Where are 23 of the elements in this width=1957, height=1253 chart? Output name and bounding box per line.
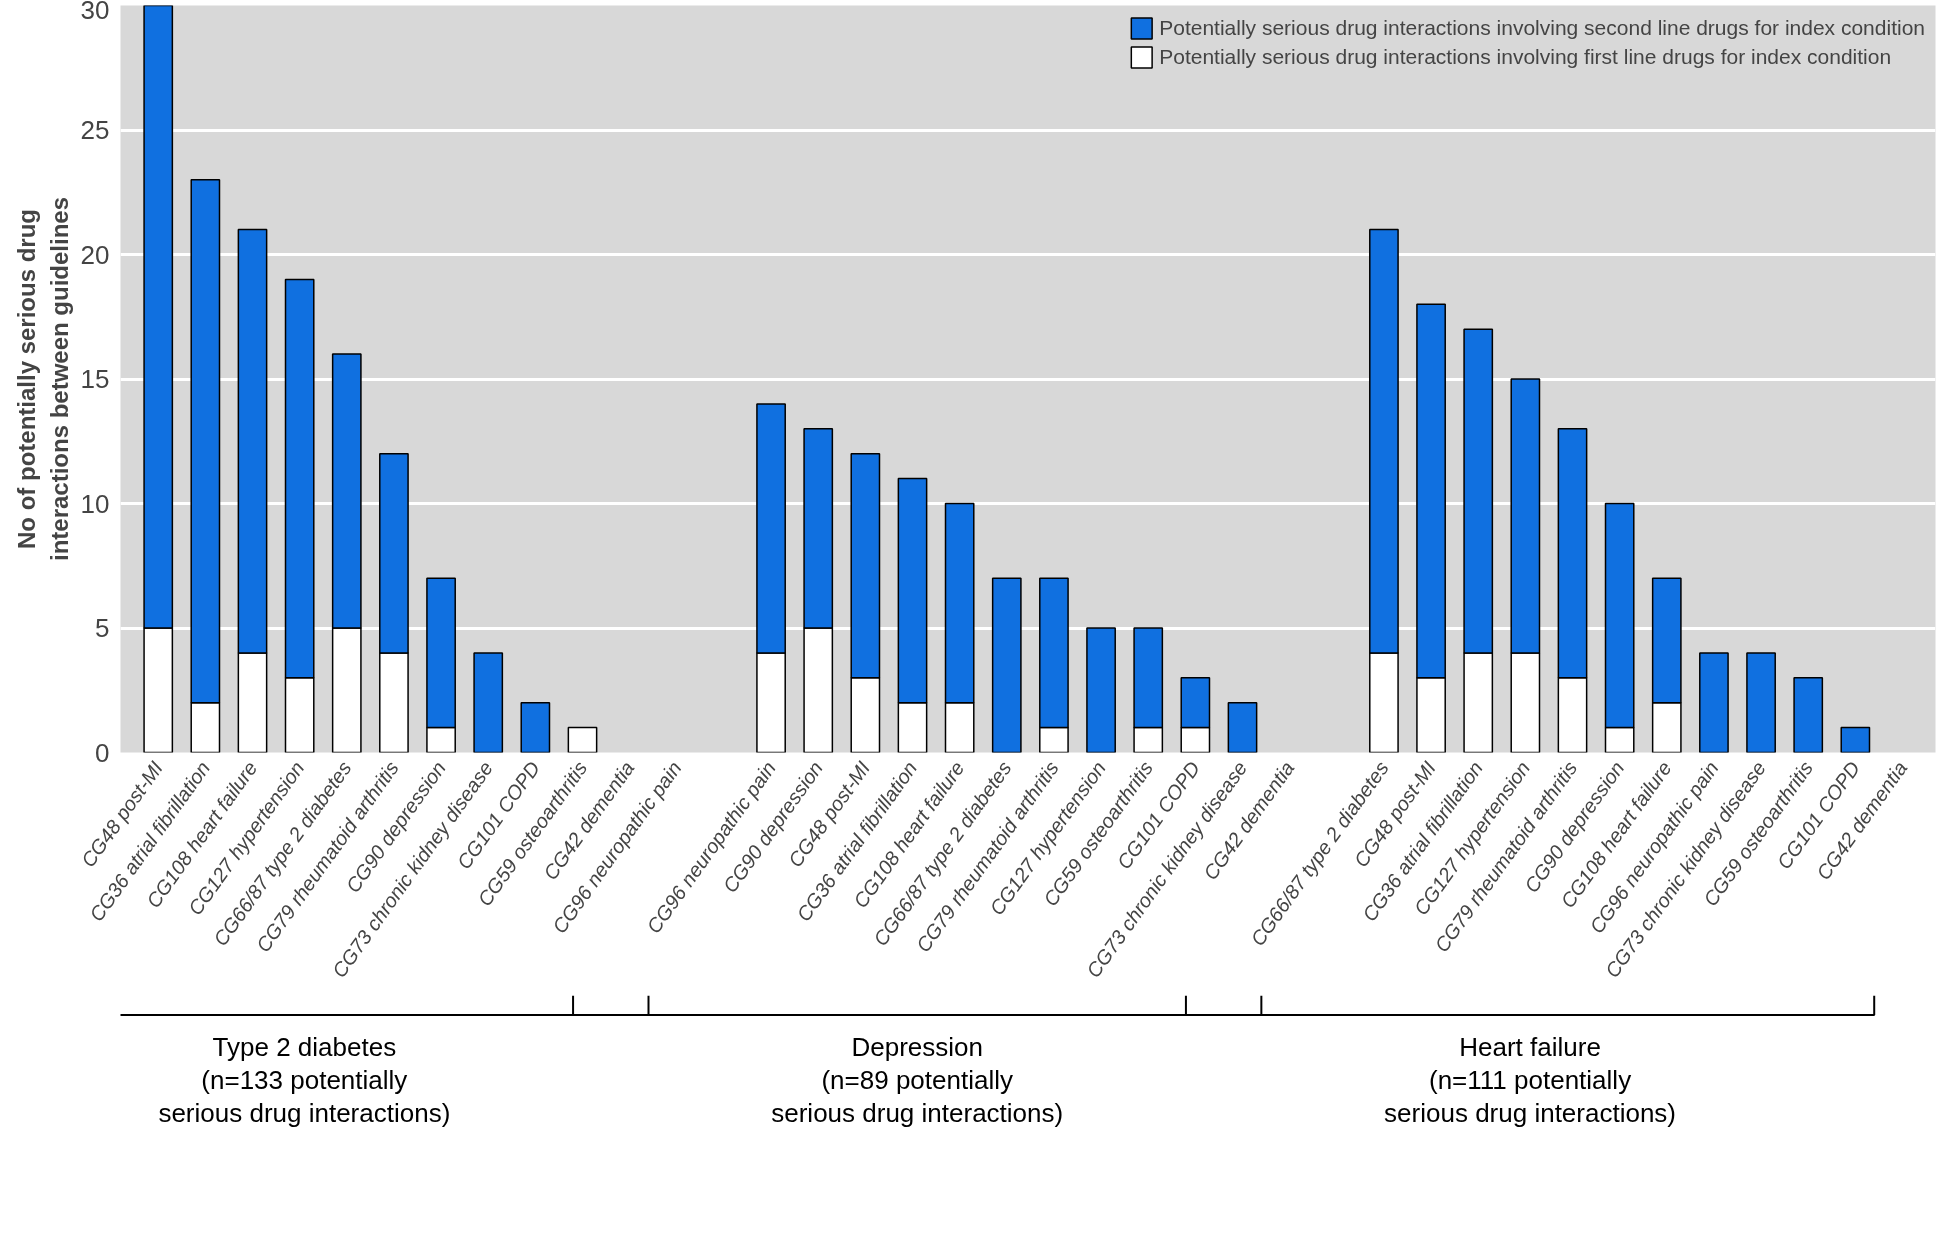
bar <box>1793 677 1824 753</box>
bar <box>1086 627 1116 753</box>
bar <box>1840 726 1871 753</box>
y-tick-label: 20 <box>80 239 110 270</box>
text: Type 2 diabetes (n=133 potentially serious drug interactions) <box>158 1032 451 1129</box>
bar <box>520 701 551 753</box>
y-tick-label: 5 <box>95 613 110 643</box>
y-axis-title: No of potentially serious drug interactions between guidelines <box>13 196 73 562</box>
y-tick-label: 25 <box>80 115 110 145</box>
bar <box>991 577 1022 753</box>
y-tick-label: 0 <box>95 737 110 768</box>
legend-label: Potentially serious drug interactions involving first line drugs for index condition <box>1159 45 1892 69</box>
bar <box>1227 701 1258 753</box>
y-tick-label: 30 <box>80 0 110 25</box>
bar <box>473 652 504 753</box>
y-tick-label: 10 <box>80 488 110 519</box>
legend-label: Potentially serious drug interactions involving second line drugs for index condition <box>1159 16 1925 40</box>
text: Heart failure (n=111 potentially serious drug interactions) <box>1384 1032 1677 1129</box>
text: Depression (n=89 potentially serious drug interactions) <box>771 1032 1064 1129</box>
y-tick-label: 15 <box>80 364 110 394</box>
bar <box>1699 652 1729 753</box>
bar <box>567 726 598 753</box>
bar <box>1746 652 1776 753</box>
